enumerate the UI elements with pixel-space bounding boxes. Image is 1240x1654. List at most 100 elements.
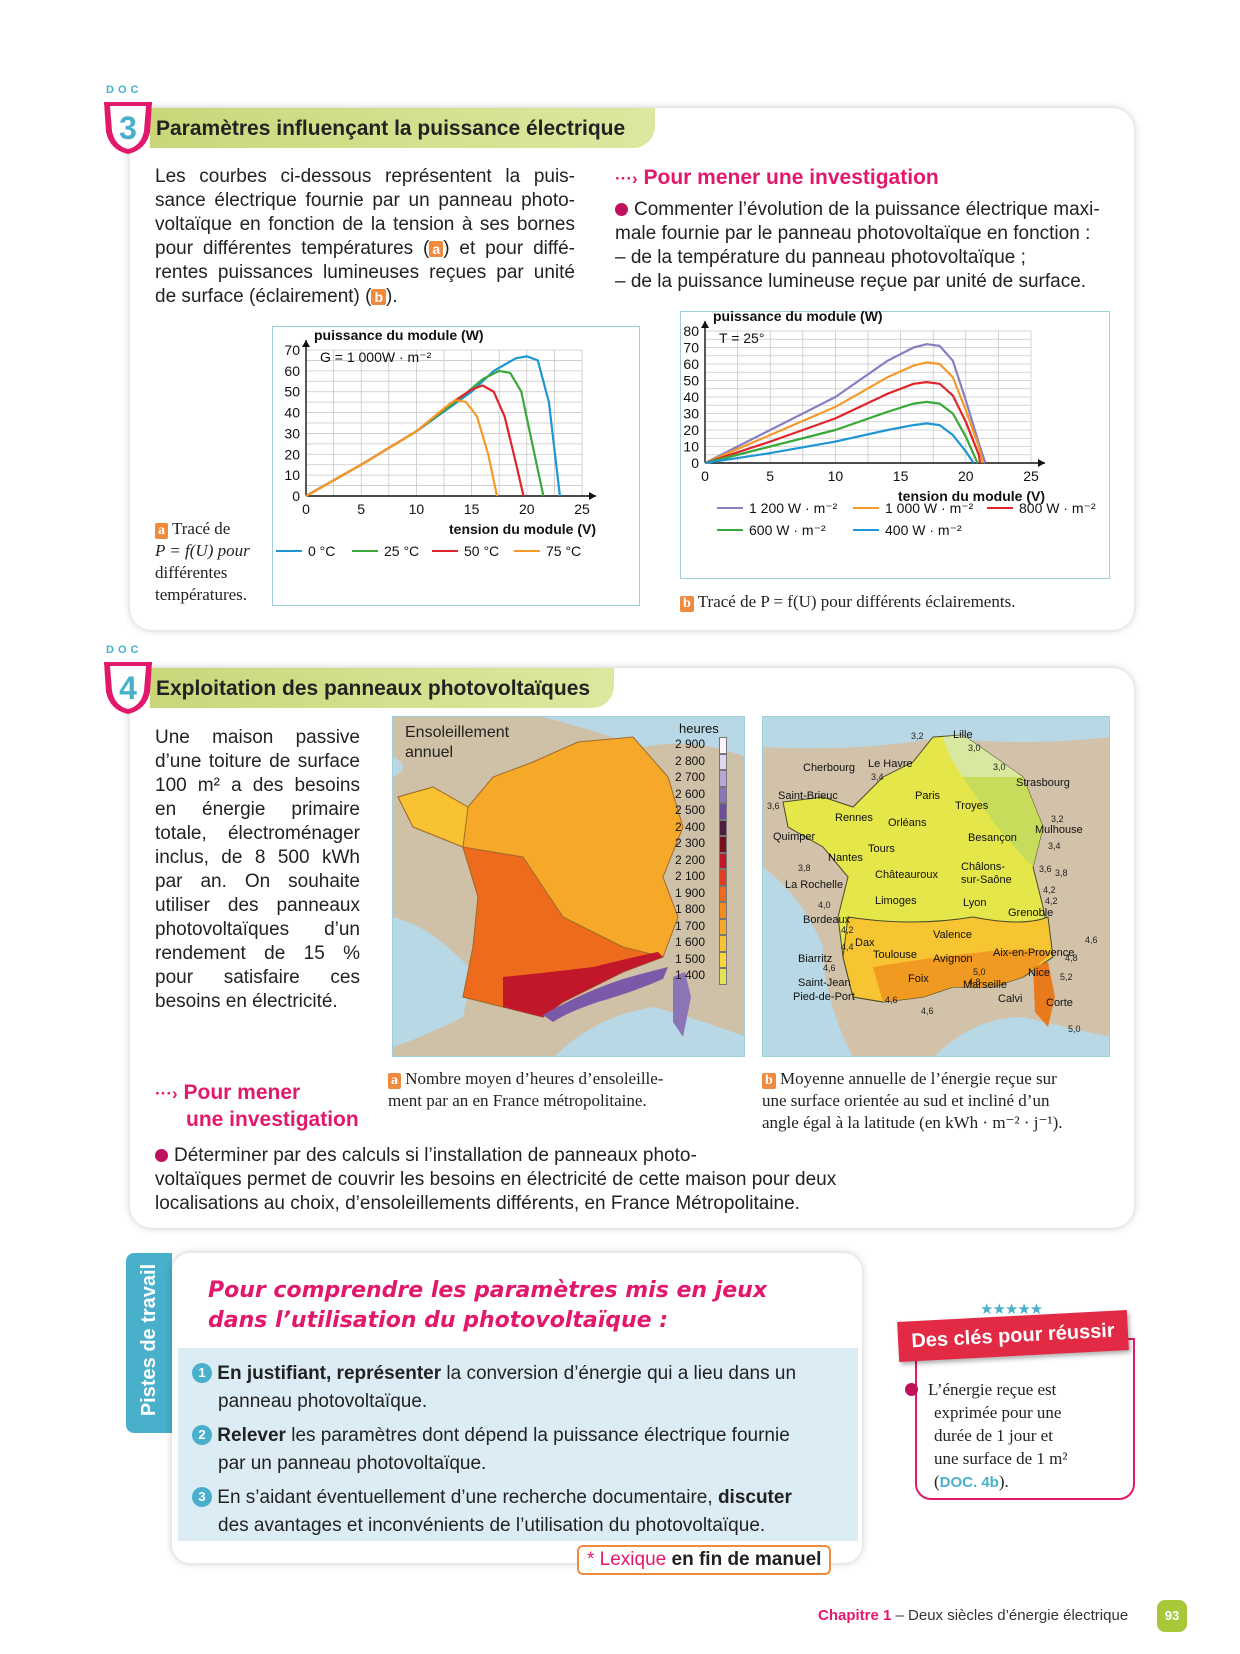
x-tick-label: 20 — [958, 468, 974, 484]
legend-swatch — [719, 951, 727, 968]
doc4-title: Exploitation des panneaux photovoltaïque… — [150, 668, 614, 708]
doc3-intro-part: pour différentes températures ( — [155, 238, 430, 259]
legend-label: 0 °C — [308, 543, 335, 559]
map-city-label: Valence — [933, 929, 972, 941]
pistes-heading-line: Pour comprendre les paramètres mis en je… — [208, 1278, 768, 1303]
doc3-investigation-title: Pour mener une investigation — [643, 166, 939, 189]
x-tick-label: 5 — [766, 468, 774, 484]
doc4-inv-line: Déterminer par des calculs si l’installa… — [155, 1144, 875, 1168]
doc3-investigation-text: Commenter l’évolution de la puissance él… — [615, 198, 1115, 294]
map-city-label: Besançon — [968, 832, 1017, 844]
doc4-badge: 4 — [104, 662, 152, 714]
legend-value: 2 800 — [675, 753, 706, 768]
piste-text-line2: des avantages et inconvénients de l’util… — [218, 1515, 766, 1536]
doc4-investigation-heading: ···› Pour mener une investigation — [155, 1080, 359, 1133]
lexique-link[interactable]: * Lexique en fin de manuel — [577, 1545, 832, 1575]
series-line — [704, 422, 975, 465]
legend-value: 1 600 — [675, 935, 706, 949]
doc3-inv-line: male fournie par le panneau photovoltaïq… — [615, 223, 1091, 244]
map-city-label: Mulhouse — [1035, 824, 1083, 836]
series-line — [704, 381, 982, 465]
map-city-label: Aix-en-Provence — [993, 947, 1075, 959]
doc3-ref-b: b — [371, 289, 387, 305]
y-tick-label: 30 — [284, 425, 300, 441]
map-city-label: Avignon — [933, 953, 973, 965]
legend-value: 2 700 — [675, 770, 706, 784]
isoline-value: 4,4 — [841, 942, 854, 952]
legend-label: 25 °C — [384, 543, 419, 559]
piste-number-icon: 3 — [192, 1487, 212, 1507]
y-tick-label: 30 — [683, 406, 699, 422]
piste-verb: discuter — [717, 1487, 792, 1508]
legend-swatch — [719, 902, 727, 919]
map-city-label: Saint-Brieuc — [778, 790, 838, 802]
cles-doc-ref[interactable]: DOC. 4b — [939, 1474, 999, 1491]
legend-value: 2 100 — [675, 869, 706, 883]
piste-verb: En justifiant, représenter — [217, 1363, 442, 1384]
x-tick-label: 25 — [574, 501, 590, 517]
isoline-value: 3,2 — [1051, 814, 1064, 824]
doc4-inv-title-line: ···› Pour mener — [155, 1080, 359, 1107]
doc3-intro-line: pour différentes températures (a) et pou… — [155, 237, 575, 261]
legend-label: 1 200 W · m⁻² — [749, 500, 838, 516]
map-a-drawing — [393, 717, 744, 1056]
doc3-number: 3 — [119, 110, 137, 146]
map-a-caption-line: ment par an en France métropolitaine. — [388, 1091, 647, 1110]
piste-text-line2: par un panneau photovoltaïque. — [218, 1453, 487, 1474]
legend-label: 1 000 W · m⁻² — [885, 500, 974, 516]
map-city-label: Strasbourg — [1016, 777, 1070, 789]
footer-chapter: Chapitre 1 — [818, 1607, 892, 1624]
y-tick-label: 70 — [683, 340, 699, 356]
lexique-star: * Lexique — [587, 1549, 667, 1570]
legend-swatch — [719, 770, 727, 787]
x-axis-label: tension du module (V) — [898, 488, 1045, 504]
doc3-inv-line: – de la puissance lumineuse reçue par un… — [615, 271, 1087, 292]
map-city-label: Paris — [915, 790, 941, 802]
map-b-caption-line: angle égal à la latitude (en kWh · m⁻² ·… — [762, 1113, 1063, 1132]
legend-swatch — [719, 737, 727, 754]
footer: Chapitre 1 – Deux siècles d’énergie élec… — [818, 1607, 1128, 1624]
investigation-arrow-icon: ···› — [155, 1084, 178, 1103]
cles-line: exprimée pour une — [934, 1403, 1062, 1422]
map-city-label: Limoges — [875, 895, 917, 907]
doc4-intro-line: en énergie primaire — [155, 799, 360, 820]
doc3-intro-line: sance électrique fournie par un panneau … — [155, 190, 575, 211]
y-tick-label: 20 — [284, 446, 300, 462]
doc4-intro-line: rendement de 15 % — [155, 943, 360, 964]
caption-a-text: Tracé de — [171, 519, 231, 538]
pistes-side-tab — [126, 1253, 172, 1433]
y-tick-label: 20 — [683, 422, 699, 438]
y-tick-label: 60 — [284, 363, 300, 379]
map-city-label: Grenoble — [1008, 907, 1054, 919]
legend-value: 1 400 — [675, 968, 706, 982]
chart-annotation: T = 25° — [719, 330, 764, 346]
isoline-value: 3,4 — [871, 772, 884, 782]
map-city-label: Marseille — [963, 979, 1008, 991]
map-city-label: Quimper — [773, 831, 816, 843]
chart-b-caption: b Tracé de P = f(U) pour différents écla… — [680, 591, 1120, 613]
isoline-value: 4,8 — [1065, 953, 1078, 963]
caption-4a-text: Nombre moyen d’heures d’ensoleille- — [405, 1069, 664, 1088]
doc4-intro-line: par an. On souhaite — [155, 871, 360, 892]
doc4-intro-line: 100 m² a des besoins — [155, 775, 360, 796]
map-b-caption-line: b Moyenne annuelle de l’énergie reçue su… — [762, 1068, 1122, 1090]
map-a-legend-title: heures — [679, 721, 719, 736]
legend-value: 2 500 — [675, 803, 706, 817]
lexique-text: en fin de manuel — [666, 1549, 822, 1570]
y-tick-label: 10 — [284, 467, 300, 483]
doc3-badge: 3 — [104, 102, 152, 154]
bullet-icon — [615, 203, 628, 216]
legend-swatch — [719, 935, 727, 952]
doc3-inv-line: – de la température du panneau photovolt… — [615, 247, 1026, 268]
map-a-title-line: annuel — [405, 744, 454, 761]
legend-value: 1 800 — [675, 902, 706, 916]
y-tick-label: 0 — [292, 488, 300, 504]
caption-b-text: Tracé de P = f(U) pour différents éclair… — [697, 592, 1016, 611]
isoline-value: 5,2 — [1060, 972, 1073, 982]
doc4-intro: Une maison passive d’une toiture de surf… — [155, 726, 360, 1014]
piste-item-3: 3 En s’aidant éventuellement d’une reche… — [192, 1484, 848, 1540]
doc4-intro-line: Une maison passive — [155, 727, 360, 748]
pistes-side-label: Pistes de travail — [138, 1263, 160, 1417]
isoline-value: 4,8 — [968, 977, 981, 987]
isoline-value: 4,6 — [823, 963, 836, 973]
